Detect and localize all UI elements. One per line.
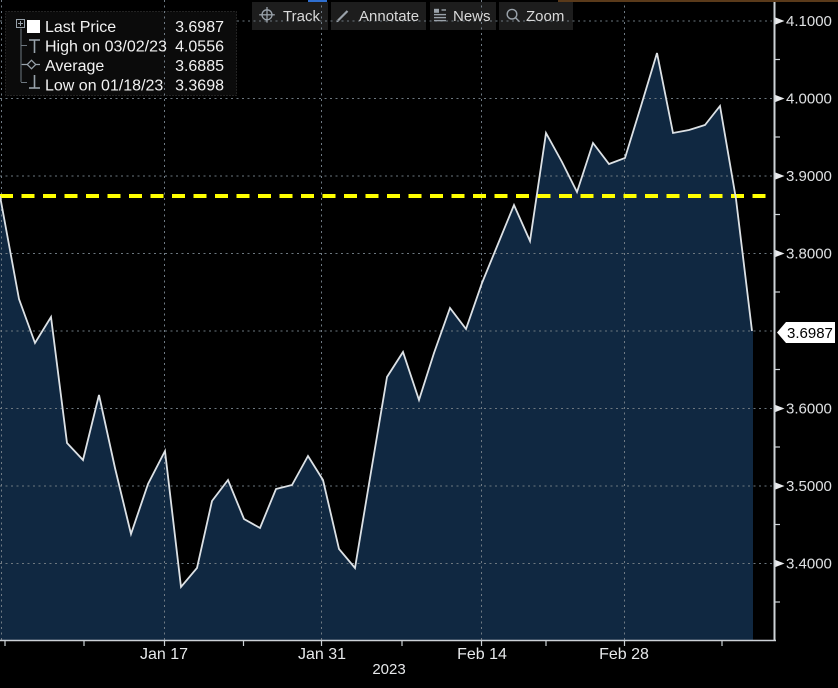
svg-text:Low on 01/18/23: Low on 01/18/23 [45,78,163,95]
svg-text:3.6987: 3.6987 [787,325,833,342]
svg-text:4.0556: 4.0556 [175,39,224,56]
svg-text:Track: Track [283,8,320,25]
svg-text:Annotate: Annotate [359,8,419,25]
svg-text:3.6987: 3.6987 [175,19,224,36]
svg-text:Feb 14: Feb 14 [457,646,507,663]
svg-text:Average: Average [45,58,104,75]
svg-text:Feb 28: Feb 28 [599,646,649,663]
svg-text:3.5000: 3.5000 [786,478,832,495]
svg-text:3.8000: 3.8000 [786,246,832,263]
svg-text:3.6000: 3.6000 [786,401,832,418]
svg-text:2023: 2023 [372,661,405,678]
svg-text:Jan 17: Jan 17 [140,646,188,663]
svg-text:High on 03/02/23: High on 03/02/23 [45,39,167,56]
svg-text:3.9000: 3.9000 [786,168,832,185]
svg-text:3.3698: 3.3698 [175,78,224,95]
svg-text:News: News [453,8,491,25]
svg-text:Last Price: Last Price [45,19,116,36]
svg-text:3.4000: 3.4000 [786,556,832,573]
svg-text:4.1000: 4.1000 [786,13,832,30]
svg-text:Zoom: Zoom [526,8,564,25]
svg-text:Jan 31: Jan 31 [298,646,346,663]
svg-text:3.6885: 3.6885 [175,58,224,75]
svg-text:4.0000: 4.0000 [786,91,832,108]
